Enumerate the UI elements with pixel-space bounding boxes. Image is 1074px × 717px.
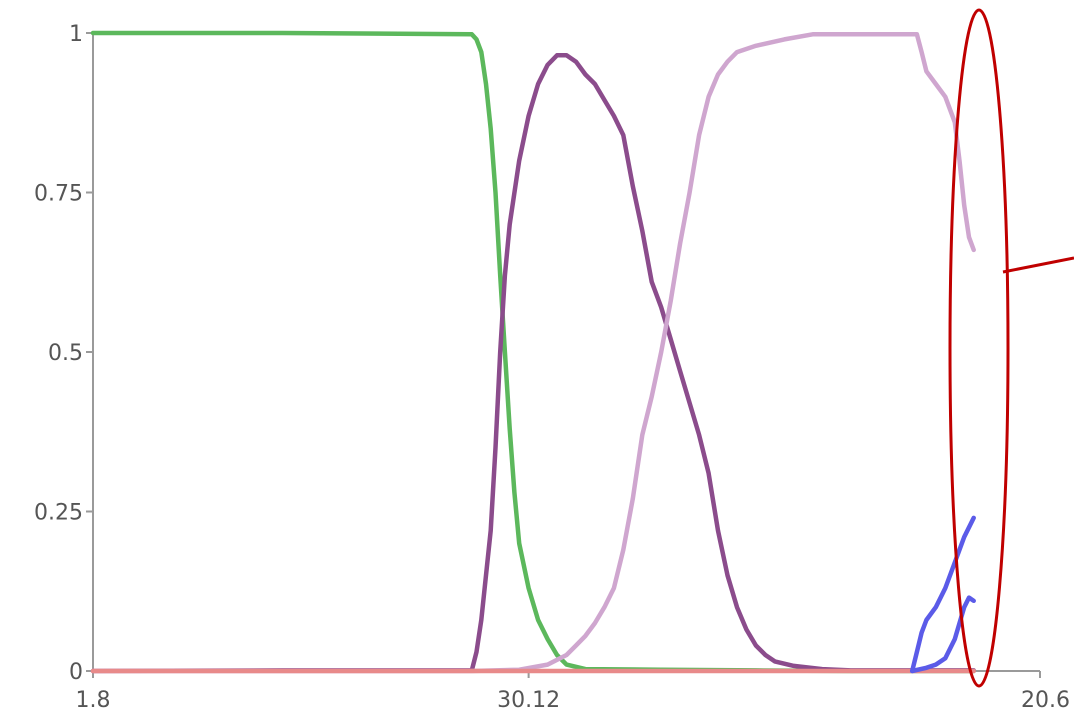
series-line-2 xyxy=(90,53,976,674)
callout-line xyxy=(1002,256,1074,274)
y-tick-label: 1 xyxy=(69,22,83,47)
x-tick-label: 1.8 xyxy=(76,688,111,713)
annotations xyxy=(948,8,1074,688)
y-tick-label: 0.75 xyxy=(34,182,83,207)
y-tick-label: 0 xyxy=(69,660,83,685)
highlight-ellipse xyxy=(948,8,1010,688)
series-layer xyxy=(90,30,976,674)
y-ticks: 0 0.25 0.5 0.75 1 xyxy=(34,22,93,685)
y-tick-label: 0.25 xyxy=(34,501,83,526)
y-tick-label: 0.5 xyxy=(48,341,83,366)
series-line-5 xyxy=(909,515,976,674)
series-line-3 xyxy=(90,32,976,674)
series-line-6 xyxy=(909,595,976,674)
series-line-1 xyxy=(90,30,976,674)
x-ticks: 1.8 30.12 20.6 xyxy=(76,671,1070,713)
x-tick-label: 20.6 xyxy=(1021,688,1070,713)
axes xyxy=(92,33,1040,672)
x-tick-label: 30.12 xyxy=(497,688,560,713)
